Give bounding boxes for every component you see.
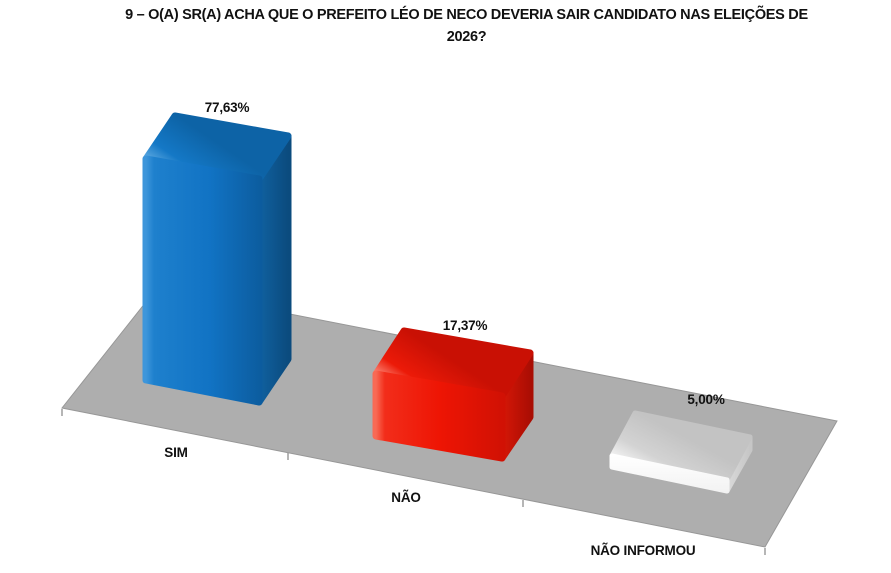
value-label-sim: 77,63% bbox=[204, 100, 250, 115]
chart-title-line1: 9 – O(A) SR(A) ACHA QUE O PREFEITO LÉO D… bbox=[125, 7, 808, 23]
chart-title: 9 – O(A) SR(A) ACHA QUE O PREFEITO LÉO D… bbox=[0, 5, 891, 49]
chart-title-line2: 2026? bbox=[446, 28, 487, 45]
value-label-nao-informou: 5,00% bbox=[687, 392, 725, 407]
bar-sim-front-face bbox=[142, 155, 263, 406]
category-label-nao: NÃO bbox=[391, 490, 421, 505]
bar-nao bbox=[372, 327, 534, 462]
bar-nao-informou-front-face bbox=[609, 453, 730, 494]
bar-sim bbox=[142, 112, 292, 406]
category-label-sim: SIM bbox=[164, 445, 188, 460]
bar-nao-front-face bbox=[372, 370, 506, 462]
value-label-nao: 17,37% bbox=[442, 318, 488, 333]
category-label-nao-informou: NÃO INFORMOU bbox=[590, 543, 696, 558]
bar-nao-informou bbox=[609, 410, 753, 494]
